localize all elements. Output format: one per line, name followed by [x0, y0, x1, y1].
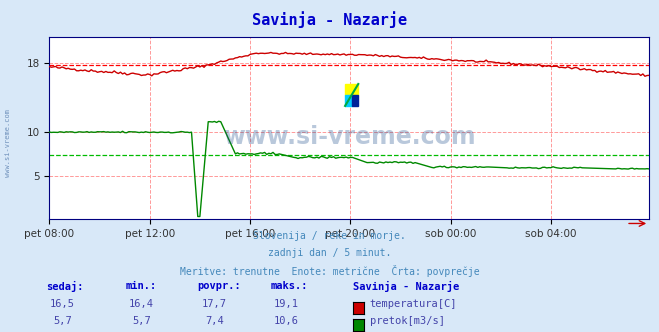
Text: sedaj:: sedaj:	[46, 281, 84, 291]
Text: 5,7: 5,7	[53, 316, 72, 326]
Bar	[345, 84, 358, 95]
Text: 19,1: 19,1	[274, 299, 299, 309]
Text: 10,6: 10,6	[274, 316, 299, 326]
Text: maks.:: maks.:	[270, 281, 308, 290]
Text: 7,4: 7,4	[205, 316, 223, 326]
Text: 16,4: 16,4	[129, 299, 154, 309]
Bar	[345, 95, 352, 106]
Text: 17,7: 17,7	[202, 299, 227, 309]
Text: Savinja - Nazarje: Savinja - Nazarje	[252, 12, 407, 29]
Text: temperatura[C]: temperatura[C]	[370, 299, 457, 309]
Text: zadnji dan / 5 minut.: zadnji dan / 5 minut.	[268, 248, 391, 258]
Text: 5,7: 5,7	[132, 316, 151, 326]
Bar	[352, 95, 358, 106]
Text: Meritve: trenutne  Enote: metrične  Črta: povprečje: Meritve: trenutne Enote: metrične Črta: …	[180, 265, 479, 277]
Text: povpr.:: povpr.:	[198, 281, 241, 290]
Text: www.si-vreme.com: www.si-vreme.com	[5, 109, 11, 177]
Text: min.:: min.:	[125, 281, 156, 290]
Text: Savinja - Nazarje: Savinja - Nazarje	[353, 281, 459, 291]
Text: www.si-vreme.com: www.si-vreme.com	[223, 125, 476, 149]
Text: pretok[m3/s]: pretok[m3/s]	[370, 316, 445, 326]
Text: Slovenija / reke in morje.: Slovenija / reke in morje.	[253, 231, 406, 241]
Text: 16,5: 16,5	[50, 299, 75, 309]
